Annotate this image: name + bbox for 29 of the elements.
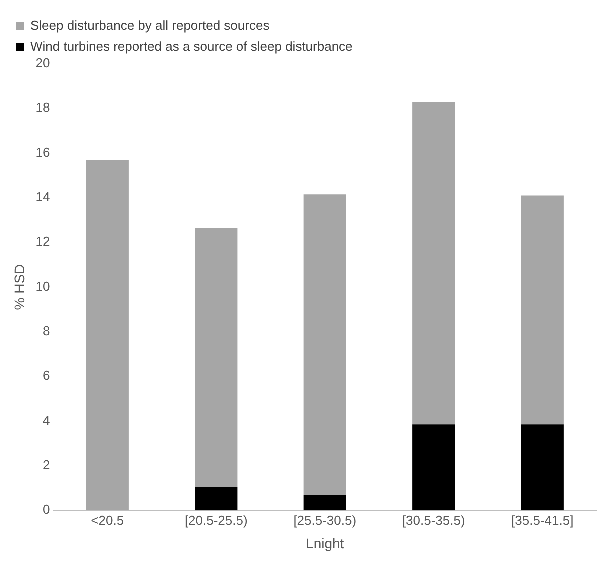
y-tick-label: 14 — [36, 190, 50, 205]
x-tick-label: [30.5-35.5) — [402, 512, 466, 528]
legend-label: Wind turbines reported as a source of sleep disturbance — [30, 39, 353, 54]
x-tick-label: [20.5-25.5) — [184, 512, 248, 528]
bar — [521, 424, 564, 511]
bar — [412, 424, 456, 511]
legend-label: Sleep disturbance by all reported sources — [30, 18, 270, 34]
y-tick-label: 20 — [36, 56, 50, 71]
x-tick-label: <20.5 — [91, 512, 124, 528]
x-axis-title: Lnight — [306, 535, 344, 552]
bar — [304, 194, 346, 495]
y-tick-label: 18 — [36, 100, 50, 116]
x-tick-label: [35.5-41.5] — [512, 512, 574, 528]
x-tick-label: [25.5-30.5) — [294, 512, 357, 528]
bar — [521, 196, 564, 425]
y-tick-label: 2 — [43, 458, 50, 473]
bar — [304, 494, 346, 511]
y-tick-label: 10 — [36, 278, 50, 294]
bar — [412, 102, 456, 425]
bar — [195, 228, 238, 488]
bar — [86, 160, 129, 511]
y-tick-label: 6 — [43, 368, 50, 384]
y-tick-label: 12 — [36, 234, 50, 250]
bar — [195, 487, 238, 511]
y-tick-label: 0 — [43, 502, 50, 518]
y-tick-label: 8 — [43, 324, 50, 339]
y-tick-label: 4 — [43, 412, 50, 428]
y-axis-title: % HSD — [11, 264, 28, 310]
y-tick-label: 16 — [36, 144, 50, 160]
